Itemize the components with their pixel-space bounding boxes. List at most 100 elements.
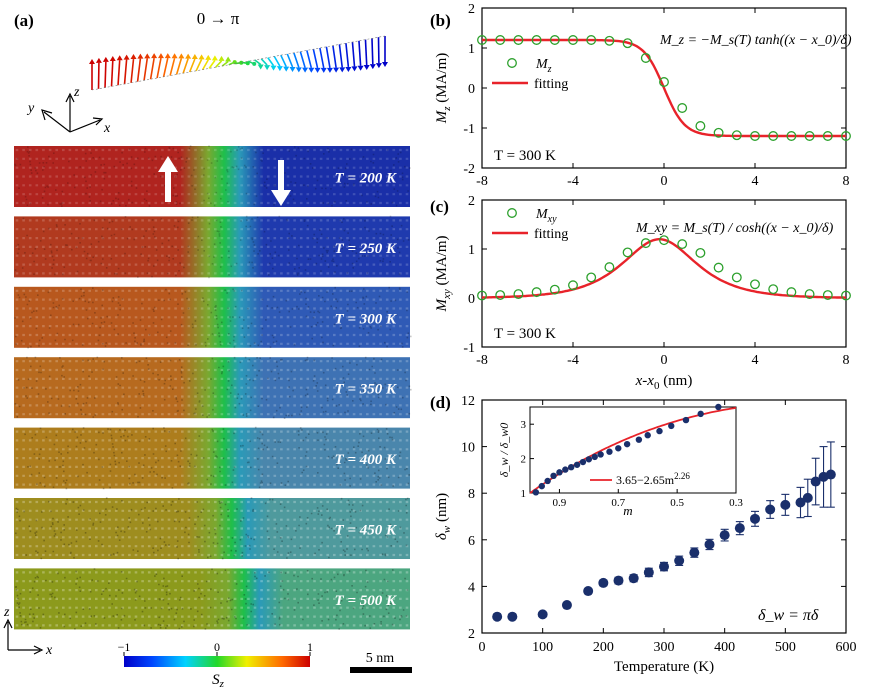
spin-arrow <box>149 53 158 80</box>
spin-arrow <box>351 41 358 72</box>
data-point <box>537 609 548 620</box>
data-point <box>802 492 813 503</box>
spin-arrow <box>162 53 171 77</box>
panel-b: (b) -8 -4 0 4 8 -2 -1 0 1 2 Mz (MA/m) Mz fitting T = 3… <box>430 2 852 189</box>
inset-data-point <box>668 422 675 430</box>
fitting-curve <box>481 238 846 299</box>
y-tick-label: 1 <box>468 42 475 57</box>
x-tick-label: -4 <box>567 353 579 368</box>
data-marker <box>822 290 833 301</box>
data-marker <box>586 35 597 45</box>
spin-strip-noise <box>15 497 409 560</box>
x-tick-label: 0 <box>479 640 486 655</box>
data-marker <box>495 290 506 301</box>
legend-marker <box>507 208 517 218</box>
data-marker <box>659 235 669 246</box>
data-marker <box>477 35 487 45</box>
inset-data-point <box>556 469 563 476</box>
colorbar-tick-label: 1 <box>307 640 313 654</box>
x-axis-label: x-x0 (nm) <box>635 373 693 392</box>
inset-data-point <box>568 464 575 471</box>
spin-arrow <box>325 46 333 73</box>
spin-arrow <box>363 39 370 71</box>
spin-strip-lattice <box>15 289 409 345</box>
data-marker <box>477 290 487 301</box>
data-marker <box>841 131 851 141</box>
spin-strip-field <box>14 146 410 207</box>
spin-arrow <box>201 54 212 70</box>
strip-temperature-label: T = 200 K <box>335 171 397 187</box>
spin-strip-noise <box>14 145 411 207</box>
strip-temperature-label: T = 450 K <box>335 523 397 539</box>
x-tick-label: 8 <box>843 174 850 189</box>
spin-arrow <box>260 58 271 71</box>
inset-data-point <box>656 427 663 435</box>
inset-data-point <box>573 461 581 468</box>
spin-arrow <box>188 54 198 73</box>
data-marker <box>713 127 724 138</box>
y-axis-label: Mxy (MA/m) <box>434 235 453 312</box>
axes-pair-zx <box>3 618 44 655</box>
inset-data-point <box>615 445 622 452</box>
spin-arrow <box>306 50 315 73</box>
y-tick-label: 4 <box>468 580 475 595</box>
data-marker <box>640 238 651 249</box>
inset-data-point <box>562 466 569 473</box>
spin-arrow <box>156 53 164 79</box>
spin-arrow <box>195 54 205 72</box>
data-marker <box>750 131 760 141</box>
x-tick-label: 600 <box>836 640 857 655</box>
data-marker <box>622 247 633 258</box>
annotation-temperature: T = 300 K <box>494 148 556 164</box>
spin-arrow <box>175 53 185 75</box>
axis-label-y: y <box>26 101 35 116</box>
spin-strip: T = 350 K <box>14 356 412 419</box>
spin-strip-field <box>14 216 410 278</box>
up-arrow-icon <box>158 156 178 202</box>
data-marker <box>768 284 779 295</box>
data-point <box>825 469 836 480</box>
spin-arrow <box>338 44 346 73</box>
inset-chart: 0.9 0.7 0.5 0.3 1 2 3 δ_w / δ_w0m 3.65−2.65m2.26 <box>496 403 743 521</box>
inset-x-tick-label: 0.5 <box>670 497 684 509</box>
spin-strip-field <box>14 498 410 559</box>
x-axis-label: Temperature (K) <box>614 659 714 675</box>
inset-data-point <box>597 451 604 458</box>
bottom-axis-label-z: z <box>3 605 10 620</box>
x-tick-label: 8 <box>843 353 850 368</box>
spin-strip: T = 450 K <box>14 497 410 560</box>
inset-data-point <box>591 453 598 461</box>
data-marker <box>731 130 742 141</box>
spin-arrow <box>332 45 340 73</box>
strip-temperature-label: T = 300 K <box>335 311 397 327</box>
inset-legend-label: 3.65−2.65m2.26 <box>616 471 690 487</box>
data-marker <box>640 53 651 63</box>
legend-label-fitting: fitting <box>534 77 568 92</box>
spin-rotation-title: 0 → π <box>197 9 240 28</box>
spin-arrow <box>299 51 309 73</box>
fitting-curve <box>482 38 846 138</box>
spin-strip-field <box>14 568 410 630</box>
y-tick-label: -1 <box>463 341 475 356</box>
inset-y-label: δ_w / δ_w0 <box>497 423 511 478</box>
spin-strip-lattice <box>15 430 409 486</box>
data-point <box>810 476 821 487</box>
spin-arrow <box>293 52 302 73</box>
spin-arrow <box>102 56 109 88</box>
data-marker <box>586 272 597 283</box>
y-tick-label: 0 <box>468 292 475 307</box>
spin-arrow <box>95 57 102 89</box>
x-tick-label: -8 <box>476 174 488 189</box>
down-arrow-icon <box>271 160 291 206</box>
spin-strip-field <box>14 427 410 489</box>
y-axis-label: Mz (MA/m) <box>434 53 453 125</box>
inset-x-label: m <box>623 503 632 518</box>
x-tick-label: 0 <box>661 353 668 368</box>
inset-data-point <box>579 458 587 466</box>
data-marker <box>531 287 542 298</box>
inset-data-point <box>544 477 551 485</box>
x-tick-label: 4 <box>752 353 759 368</box>
data-point <box>492 611 503 622</box>
annotation-formula: δ_w = πδ <box>758 607 819 624</box>
data-marker <box>713 262 724 273</box>
